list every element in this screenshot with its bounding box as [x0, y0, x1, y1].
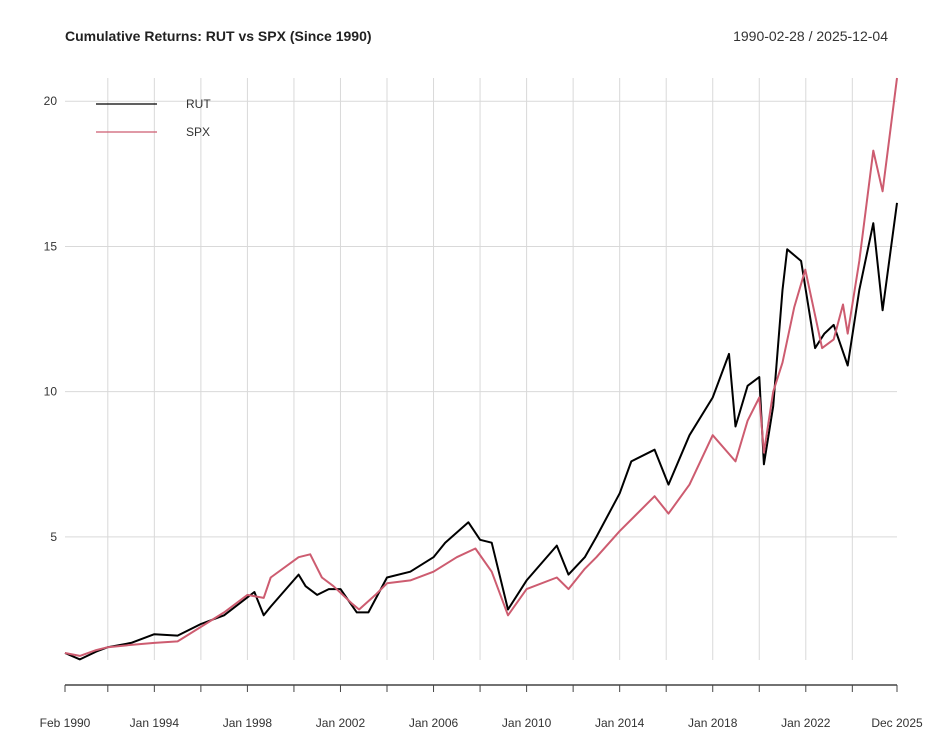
y-tick-label: 15 — [44, 239, 58, 253]
chart-title: Cumulative Returns: RUT vs SPX (Since 19… — [65, 28, 372, 44]
legend-label-rut: RUT — [186, 97, 211, 111]
y-tick-label: 20 — [44, 94, 58, 108]
x-tick-label: Jan 1998 — [223, 716, 273, 730]
series-line-spx — [64, 77, 898, 657]
x-tick-label: Jan 2002 — [316, 716, 366, 730]
x-tick-label: Jan 2018 — [688, 716, 738, 730]
x-tick-label: Feb 1990 — [40, 716, 91, 730]
y-tick-label: 5 — [50, 530, 57, 544]
x-tick-label: Jan 2006 — [409, 716, 459, 730]
x-tick-label: Jan 2022 — [781, 716, 831, 730]
x-tick-label: Dec 2025 — [871, 716, 923, 730]
x-tick-label: Jan 2014 — [595, 716, 645, 730]
legend-label-spx: SPX — [186, 125, 210, 139]
date-range: 1990-02-28 / 2025-12-04 — [733, 28, 888, 44]
series-line-rut — [64, 202, 898, 661]
x-tick-label: Jan 2010 — [502, 716, 552, 730]
x-tick-label: Jan 1994 — [130, 716, 180, 730]
y-tick-label: 10 — [44, 385, 58, 399]
legend: RUT SPX — [96, 97, 211, 139]
